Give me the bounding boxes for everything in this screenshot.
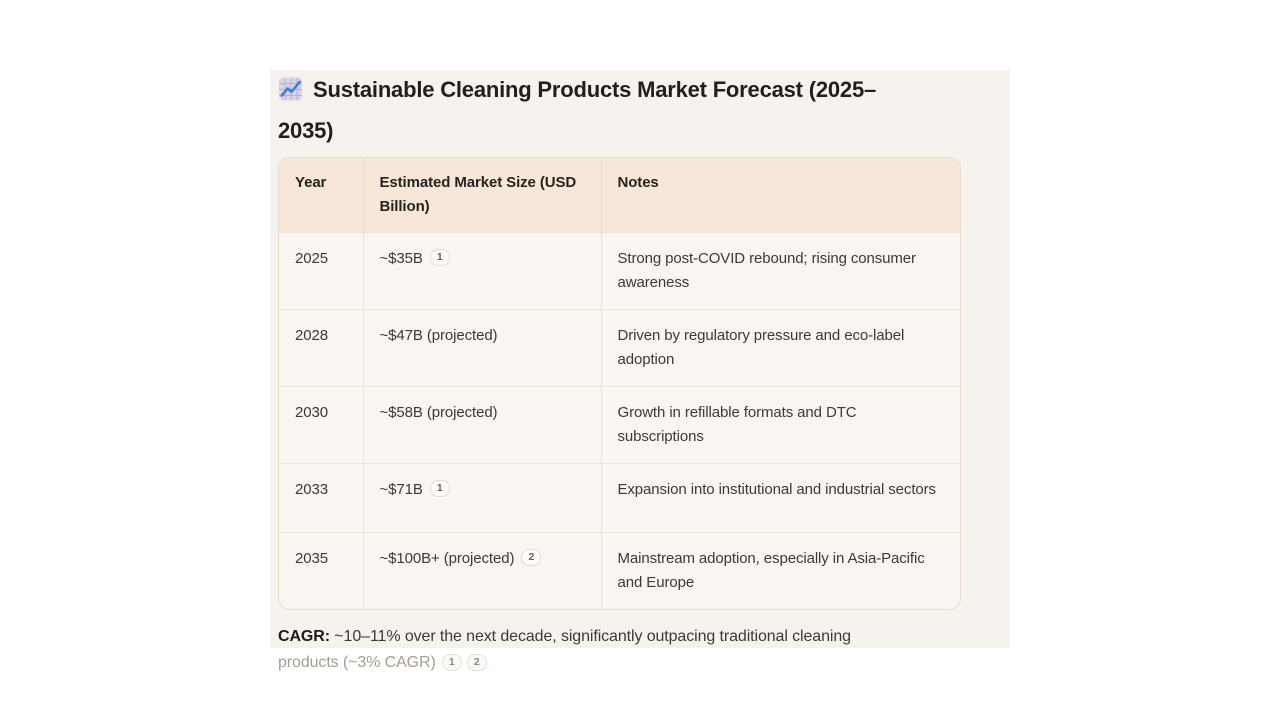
market-size-cell: ~$47B (projected)	[363, 309, 602, 387]
market-size-cell: ~$35B 1	[363, 232, 602, 310]
column-header-notes: Notes	[601, 158, 960, 233]
year-cell: 2025	[279, 232, 364, 310]
market-size-cell: ~$58B (projected)	[363, 386, 602, 464]
citation-badge[interactable]: 2	[521, 548, 542, 566]
notes-cell: Strong post-COVID rebound; rising consum…	[601, 232, 960, 310]
column-header-year: Year	[279, 158, 364, 233]
year-cell: 2035	[279, 532, 364, 609]
table-row: 2025 ~$35B 1 Strong post-COVID rebound; r…	[279, 232, 960, 310]
table-row: 2028 ~$47B (projected) Driven by regulat…	[279, 309, 960, 387]
notes-cell: Driven by regulatory pressure and eco-la…	[601, 309, 960, 387]
forecast-table: Year Estimated Market Size (USD Billion)…	[278, 157, 961, 610]
market-size-cell: ~$100B+ (projected) 2	[363, 532, 602, 609]
market-size-value: ~$71B	[379, 481, 423, 498]
chart-increasing-icon	[278, 76, 304, 113]
notes-cell: Growth in refillable formats and DTC sub…	[601, 386, 960, 464]
cagr-line-1: CAGR: ~10–11% over the next decade, sign…	[278, 628, 851, 645]
table-row: 2033 ~$71B 1 Expansion into institutional…	[279, 463, 960, 533]
table-row: 2035 ~$100B+ (projected) 2 Mainstream ado…	[279, 532, 960, 609]
year-cell: 2033	[279, 463, 364, 533]
title-line-1: Sustainable Cleaning Products Market For…	[313, 77, 877, 102]
citation-badge[interactable]: 1	[429, 479, 450, 497]
citation-badge[interactable]: 1	[429, 248, 450, 266]
assistant-message-panel: Sustainable Cleaning Products Market For…	[270, 70, 1010, 671]
page-title: Sustainable Cleaning Products Market For…	[278, 72, 961, 149]
table-row: 2030 ~$58B (projected) Growth in refilla…	[279, 386, 960, 464]
citation-badge[interactable]: 1	[441, 653, 462, 671]
notes-cell: Mainstream adoption, especially in Asia-…	[601, 532, 960, 609]
cagr-label: CAGR:	[278, 628, 330, 645]
notes-cell: Expansion into institutional and industr…	[601, 463, 960, 533]
cagr-summary: CAGR: ~10–11% over the next decade, sign…	[278, 624, 961, 676]
market-size-cell: ~$71B 1	[363, 463, 602, 533]
column-header-market-size: Estimated Market Size (USD Billion)	[363, 158, 602, 233]
market-size-value: ~$100B+ (projected)	[379, 550, 515, 567]
market-size-value: ~$35B	[379, 250, 423, 267]
table-header-row: Year Estimated Market Size (USD Billion)…	[279, 158, 960, 233]
year-cell: 2030	[279, 386, 364, 464]
market-size-value: ~$58B (projected)	[379, 404, 498, 421]
market-size-value: ~$47B (projected)	[379, 327, 498, 344]
year-cell: 2028	[279, 309, 364, 387]
title-line-2: 2035)	[278, 118, 334, 143]
cagr-line-2: products (~3% CAGR) 1 2	[278, 650, 961, 676]
citation-badge[interactable]: 2	[466, 653, 487, 671]
